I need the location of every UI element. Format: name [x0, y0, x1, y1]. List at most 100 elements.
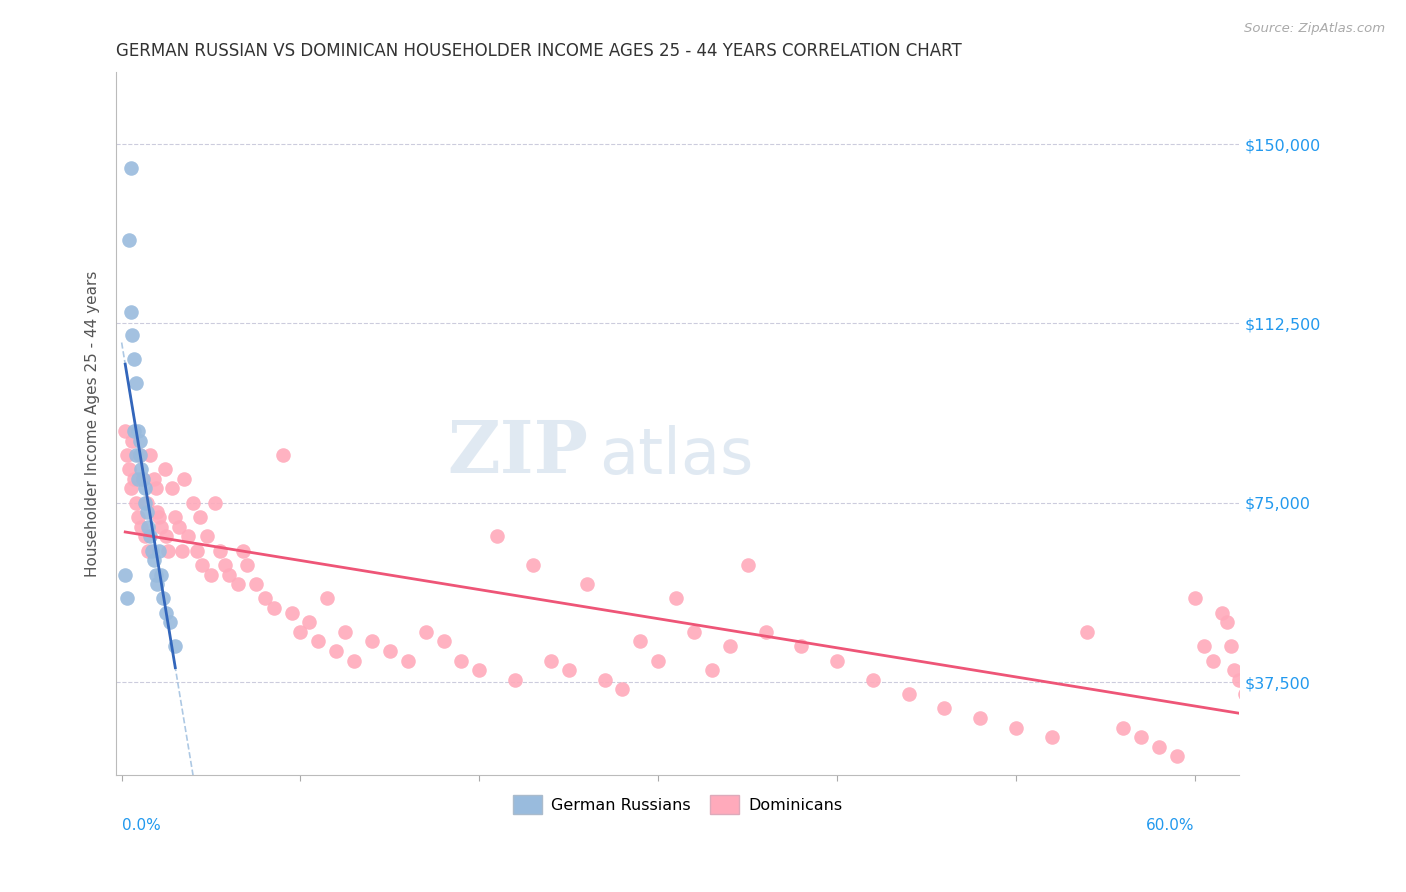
- Point: [173, 472, 195, 486]
- Point: [120, 161, 142, 175]
- Point: [155, 606, 177, 620]
- Point: [134, 529, 156, 543]
- Point: [118, 462, 141, 476]
- Point: [127, 510, 149, 524]
- Point: [361, 634, 384, 648]
- Point: [153, 462, 176, 476]
- Point: [522, 558, 544, 572]
- Point: [149, 519, 172, 533]
- Point: [862, 673, 884, 687]
- Point: [138, 519, 160, 533]
- Point: [197, 529, 219, 543]
- Point: [142, 472, 165, 486]
- Point: [558, 663, 581, 677]
- Point: [125, 448, 148, 462]
- Point: [1005, 721, 1028, 735]
- Point: [665, 591, 688, 606]
- Point: [146, 505, 169, 519]
- Point: [343, 654, 366, 668]
- Point: [152, 591, 174, 606]
- Point: [145, 482, 167, 496]
- Point: [825, 654, 848, 668]
- Point: [122, 424, 145, 438]
- Point: [503, 673, 526, 687]
- Point: [612, 682, 634, 697]
- Point: [1166, 749, 1188, 764]
- Point: [200, 567, 222, 582]
- Point: [232, 543, 254, 558]
- Point: [1201, 654, 1223, 668]
- Text: 60.0%: 60.0%: [1146, 818, 1195, 833]
- Point: [148, 543, 170, 558]
- Y-axis label: Householder Income Ages 25 - 44 years: Householder Income Ages 25 - 44 years: [86, 270, 100, 577]
- Point: [1216, 615, 1239, 630]
- Point: [159, 615, 181, 630]
- Point: [628, 634, 651, 648]
- Point: [160, 482, 183, 496]
- Point: [378, 644, 401, 658]
- Point: [1112, 721, 1135, 735]
- Point: [132, 472, 155, 486]
- Point: [149, 567, 172, 582]
- Point: [134, 496, 156, 510]
- Point: [1192, 639, 1215, 653]
- Point: [139, 448, 162, 462]
- Point: [120, 304, 142, 318]
- Point: [128, 434, 150, 448]
- Point: [790, 639, 813, 653]
- Point: [115, 448, 138, 462]
- Point: [218, 567, 240, 582]
- Point: [131, 519, 153, 533]
- Point: [1219, 639, 1241, 653]
- Point: [396, 654, 419, 668]
- Point: [468, 663, 491, 677]
- Legend: German Russians, Dominicans: German Russians, Dominicans: [506, 789, 849, 820]
- Point: [191, 558, 214, 572]
- Text: ZIP: ZIP: [447, 417, 588, 488]
- Point: [236, 558, 259, 572]
- Point: [142, 553, 165, 567]
- Point: [135, 505, 157, 519]
- Point: [290, 624, 312, 639]
- Point: [172, 543, 194, 558]
- Point: [118, 233, 141, 247]
- Text: 0.0%: 0.0%: [122, 818, 160, 833]
- Point: [214, 558, 236, 572]
- Text: atlas: atlas: [599, 425, 754, 486]
- Point: [897, 687, 920, 701]
- Point: [167, 519, 190, 533]
- Point: [307, 634, 329, 648]
- Point: [415, 624, 437, 639]
- Point: [128, 448, 150, 462]
- Point: [1040, 730, 1063, 744]
- Point: [298, 615, 321, 630]
- Point: [204, 496, 226, 510]
- Point: [271, 448, 294, 462]
- Point: [114, 424, 136, 438]
- Point: [122, 472, 145, 486]
- Point: [335, 624, 357, 639]
- Point: [593, 673, 616, 687]
- Point: [432, 634, 454, 648]
- Point: [146, 577, 169, 591]
- Point: [115, 591, 138, 606]
- Point: [121, 434, 143, 448]
- Point: [1237, 615, 1260, 630]
- Point: [575, 577, 598, 591]
- Point: [1184, 591, 1206, 606]
- Point: [122, 352, 145, 367]
- Point: [127, 472, 149, 486]
- Point: [316, 591, 339, 606]
- Point: [253, 591, 276, 606]
- Point: [1229, 673, 1251, 687]
- Point: [121, 328, 143, 343]
- Point: [325, 644, 347, 658]
- Point: [138, 543, 160, 558]
- Point: [131, 462, 153, 476]
- Point: [1223, 663, 1246, 677]
- Point: [114, 567, 136, 582]
- Point: [155, 529, 177, 543]
- Point: [226, 577, 249, 591]
- Point: [647, 654, 669, 668]
- Point: [245, 577, 267, 591]
